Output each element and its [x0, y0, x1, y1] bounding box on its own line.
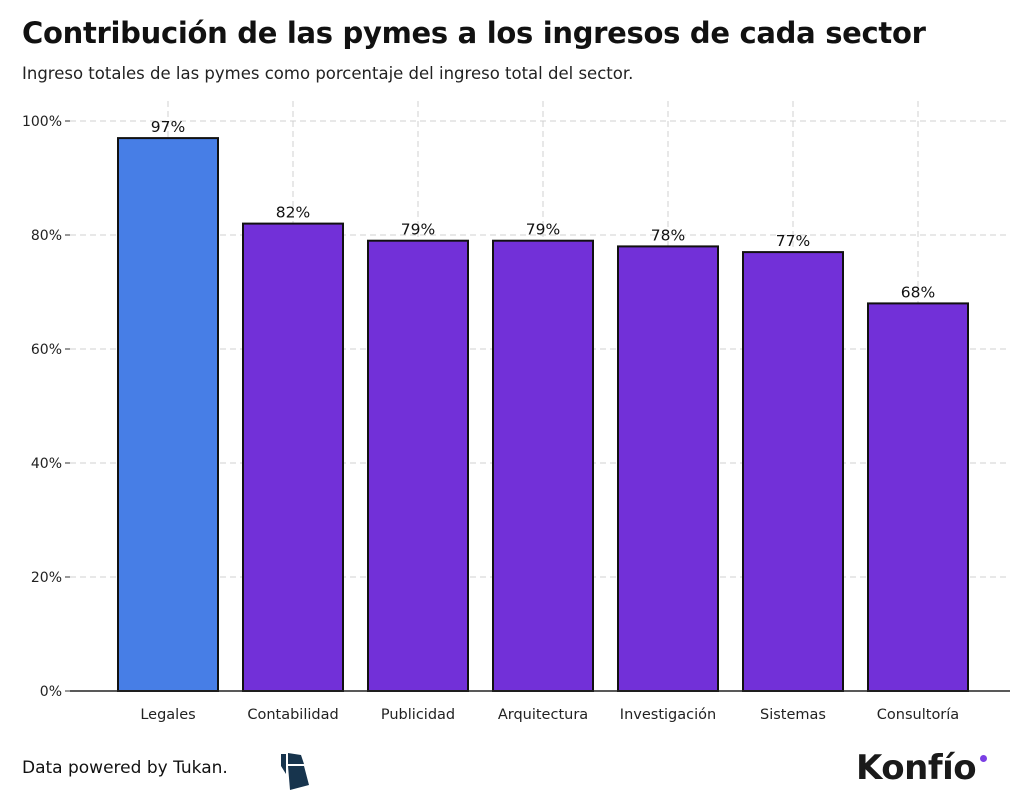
y-tick-label: 80% — [31, 228, 62, 244]
tukan-logo-icon — [281, 753, 309, 790]
x-tick-label: Contabilidad — [247, 707, 338, 723]
x-tick-label: Publicidad — [381, 707, 455, 723]
x-tick-label: Investigación — [620, 707, 716, 723]
data-label: 97% — [151, 118, 185, 136]
y-tick-label: 0% — [40, 684, 62, 700]
konfio-logo: Konfío — [856, 748, 977, 788]
konfio-logo-dot — [980, 755, 987, 762]
y-tick-label: 100% — [22, 114, 62, 130]
data-label: 79% — [526, 221, 560, 239]
bar-investigación — [617, 245, 719, 692]
x-tick-label: Consultoría — [877, 707, 959, 723]
data-label: 68% — [901, 283, 935, 301]
bar-publicidad — [367, 239, 469, 692]
bar-arquitectura — [492, 239, 594, 692]
bar-sistemas — [742, 251, 844, 692]
y-tick-label: 60% — [31, 342, 62, 358]
source-text: Data powered by Tukan. — [22, 758, 228, 778]
data-label: 82% — [276, 204, 310, 222]
x-tick-label: Arquitectura — [498, 707, 588, 723]
bar-contabilidad — [242, 222, 344, 692]
chart-subtitle: Ingreso totales de las pymes como porcen… — [22, 64, 634, 83]
x-tick-label: Sistemas — [760, 707, 826, 723]
chart-title: Contribución de las pymes a los ingresos… — [22, 16, 926, 50]
data-label: 79% — [401, 221, 435, 239]
data-label: 77% — [776, 232, 810, 250]
bar-legales — [117, 137, 219, 693]
data-label: 78% — [651, 226, 685, 244]
x-tick-label: Legales — [140, 707, 195, 723]
bar-consultoría — [867, 302, 969, 692]
y-tick-label: 40% — [31, 456, 62, 472]
y-tick-label: 20% — [31, 570, 62, 586]
